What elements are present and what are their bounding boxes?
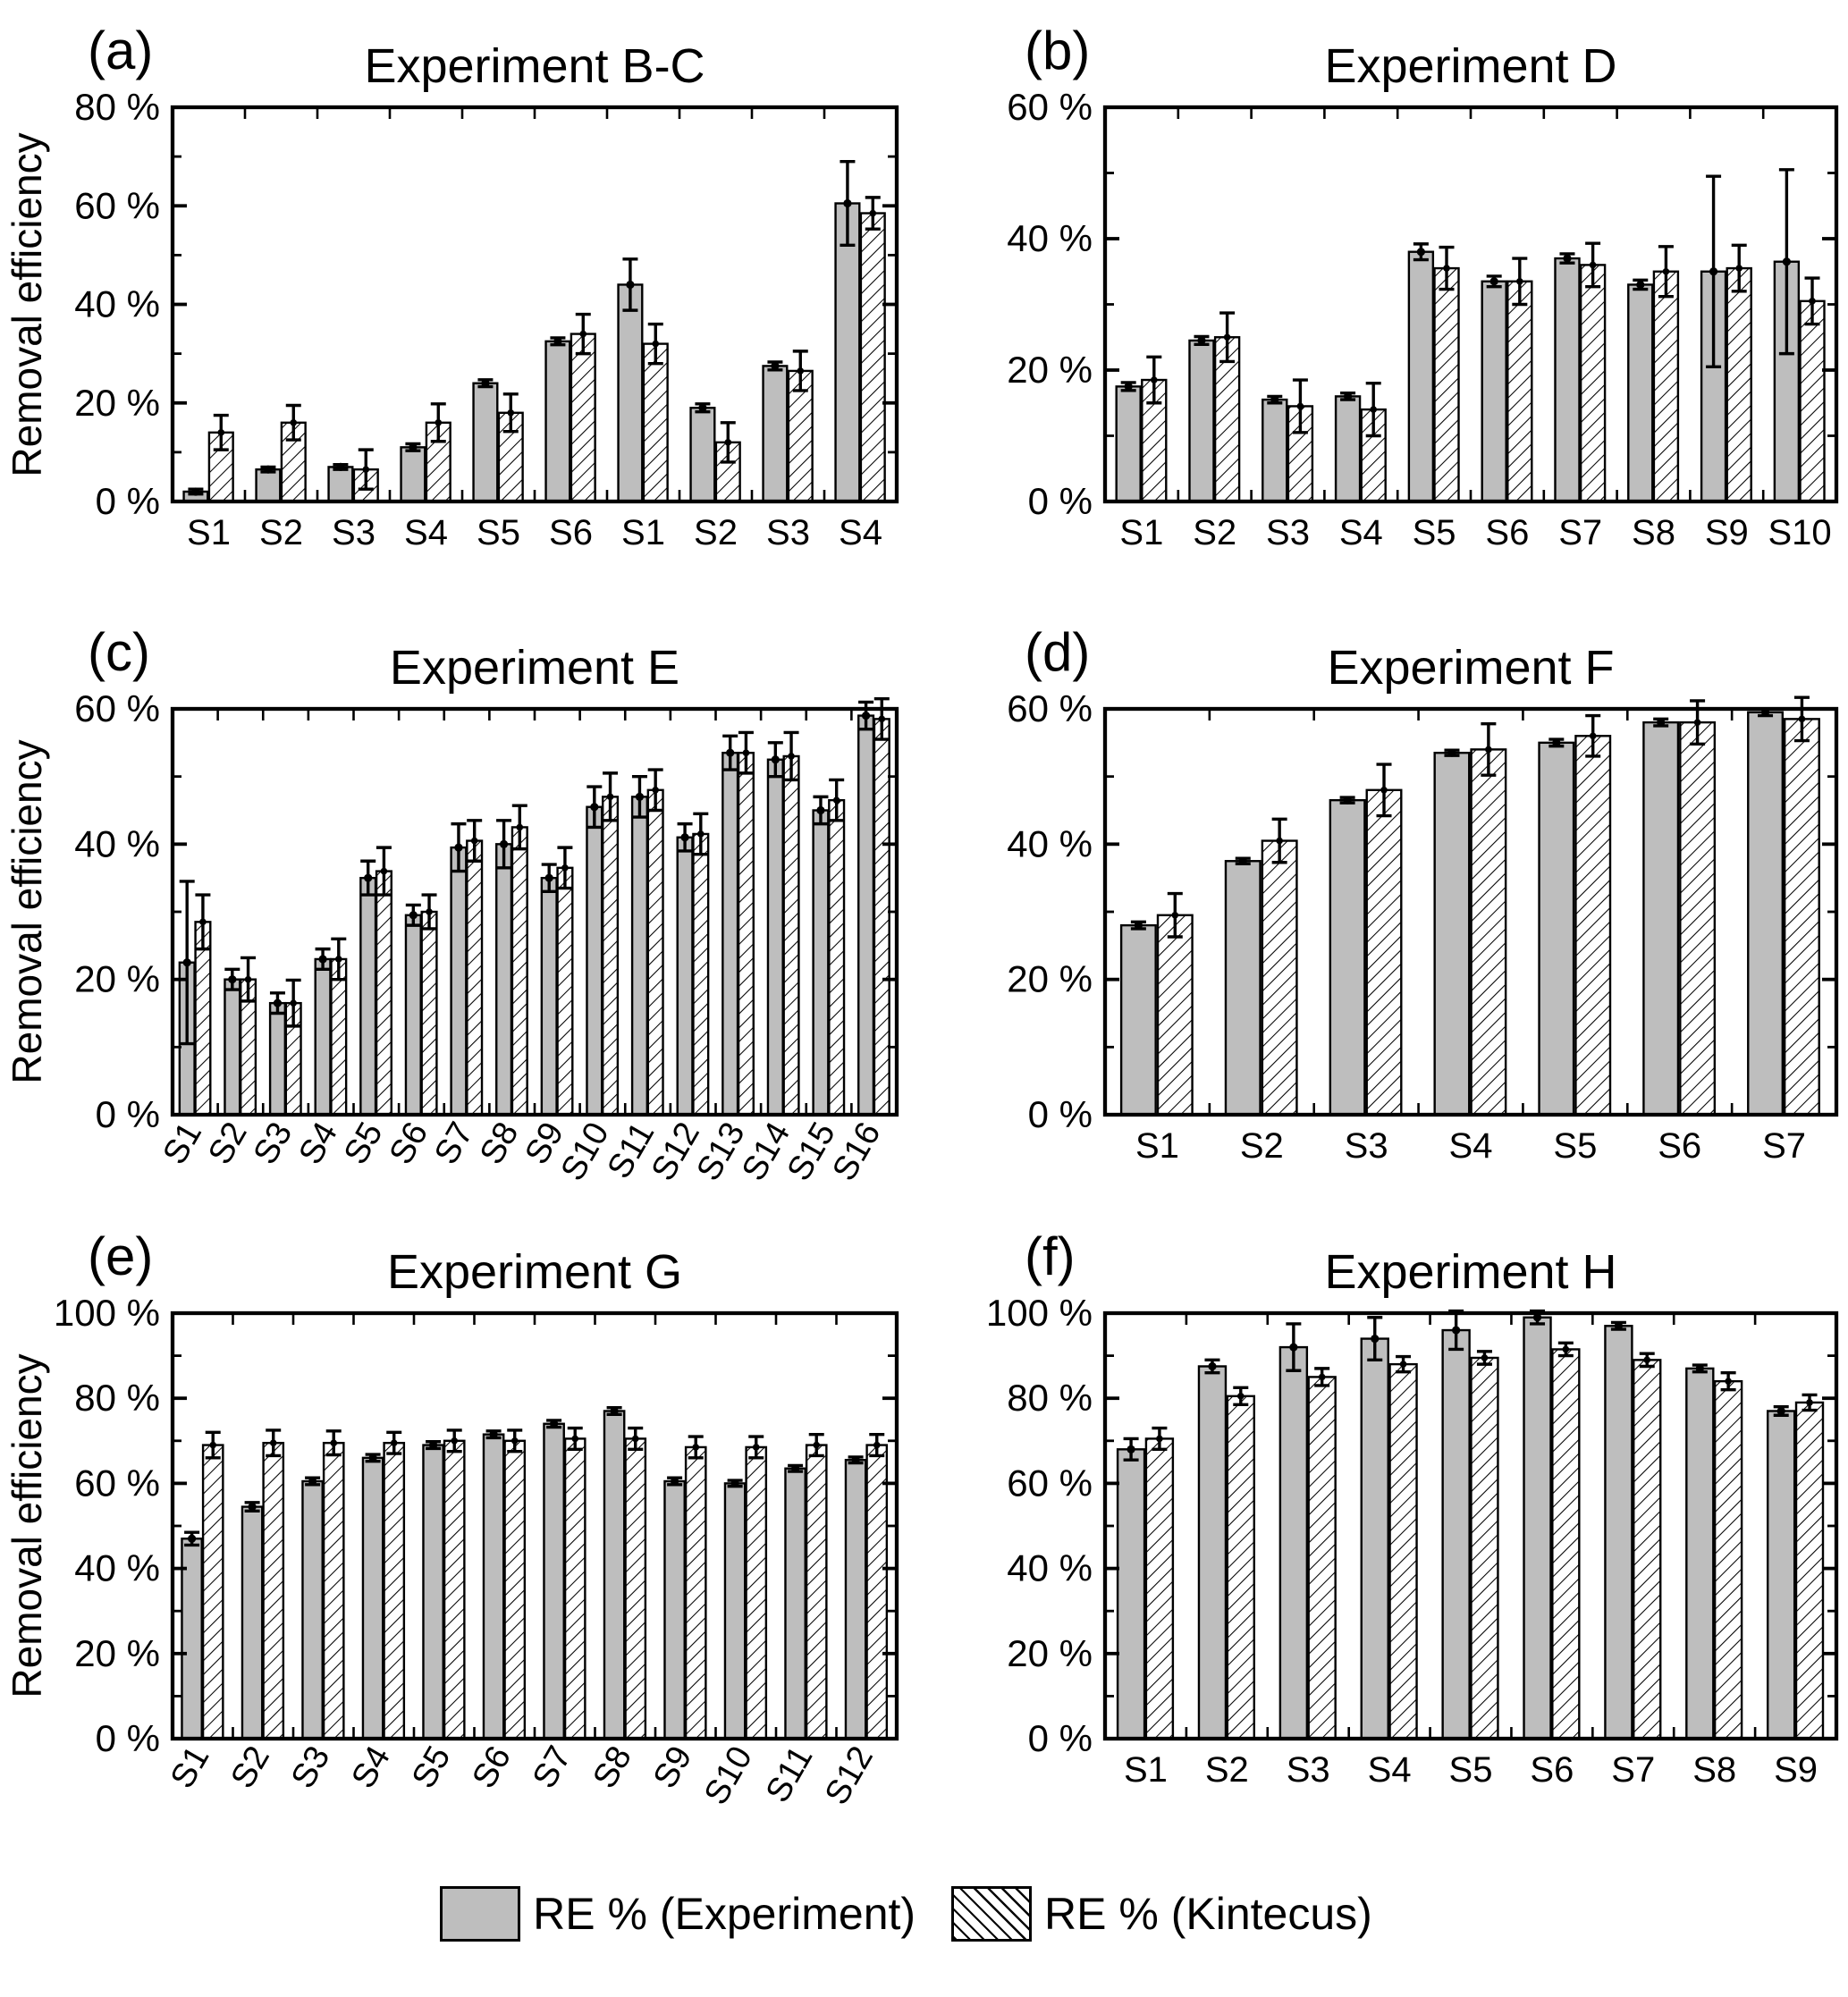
svg-text:S5: S5 — [1449, 1750, 1493, 1790]
svg-text:20 %: 20 % — [1007, 1632, 1093, 1674]
svg-text:S8: S8 — [1692, 1750, 1736, 1790]
svg-text:S1: S1 — [1124, 1750, 1168, 1790]
svg-text:100 %: 100 % — [986, 1292, 1093, 1334]
svg-text:S3: S3 — [1287, 1750, 1330, 1790]
svg-text:60 %: 60 % — [1007, 1462, 1093, 1504]
svg-text:40 %: 40 % — [1007, 1547, 1093, 1589]
svg-text:S9: S9 — [1774, 1750, 1818, 1790]
svg-text:S7: S7 — [1611, 1750, 1655, 1790]
svg-text:S2: S2 — [1205, 1750, 1249, 1790]
svg-text:S4: S4 — [1368, 1750, 1412, 1790]
svg-text:S6: S6 — [1530, 1750, 1574, 1790]
svg-text:Experiment H: Experiment H — [1324, 1245, 1616, 1299]
svg-text:0 %: 0 % — [1028, 1717, 1093, 1759]
svg-text:80 %: 80 % — [1007, 1377, 1093, 1419]
